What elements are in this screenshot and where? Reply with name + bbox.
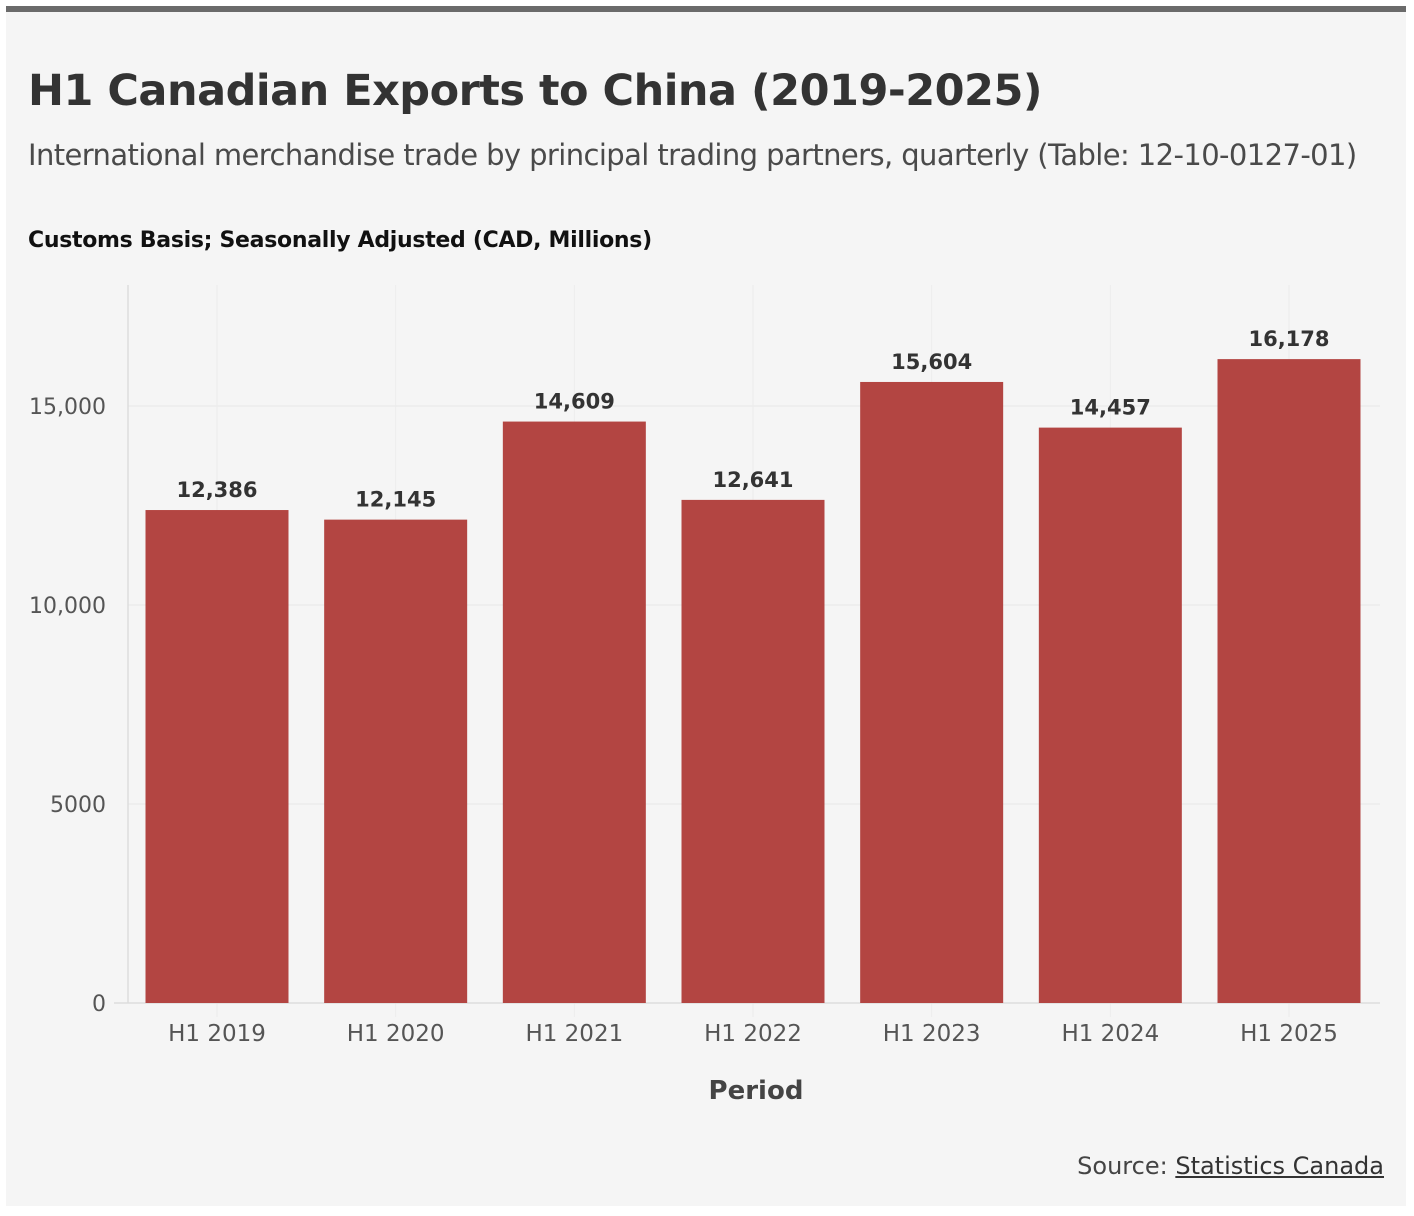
y-tick-label: 15,000 [29, 395, 106, 420]
bar-h1-2023 [860, 381, 1004, 1003]
data-label: 12,145 [355, 488, 436, 512]
x-tick-label: H1 2020 [347, 1021, 445, 1047]
x-tick-label: H1 2024 [1061, 1021, 1159, 1047]
x-tick-label: H1 2021 [525, 1021, 623, 1047]
y-tick-label: 0 [92, 992, 106, 1017]
source-prefix: Source: [1077, 1152, 1176, 1180]
unit-label: Customs Basis; Seasonally Adjusted (CAD,… [28, 228, 652, 253]
data-label: 12,641 [712, 468, 793, 492]
x-tick-label: H1 2019 [168, 1021, 266, 1047]
x-tick-label: H1 2023 [883, 1021, 981, 1047]
chart-title: H1 Canadian Exports to China (2019-2025) [28, 66, 1043, 116]
bars [145, 359, 1361, 1004]
x-tick-label: H1 2022 [704, 1021, 802, 1047]
y-tick-label: 5000 [50, 793, 106, 818]
bar-h1-2020 [324, 519, 468, 1003]
data-label: 14,457 [1070, 396, 1151, 420]
bar-h1-2024 [1038, 427, 1182, 1003]
tick-labels: 0 5000 10,000 15,000 H1 2019 H1 2020 H1 2021 H1… [29, 395, 1338, 1047]
data-labels: 12,386 12,145 14,609 12,641 15,604 14,457 16,1… [176, 327, 1329, 512]
data-label: 12,386 [176, 478, 257, 502]
chart-subtitle: International merchandise trade by princ… [28, 138, 1357, 172]
data-label: 14,609 [534, 390, 615, 414]
source-line: Source: Statistics Canada [1077, 1152, 1384, 1180]
x-tick-label: H1 2025 [1240, 1021, 1338, 1047]
data-label: 15,604 [891, 350, 972, 374]
data-label: 16,178 [1248, 327, 1329, 351]
bar-h1-2022 [681, 499, 825, 1003]
source-link[interactable]: Statistics Canada [1175, 1152, 1384, 1180]
x-axis-title: Period [709, 1076, 804, 1106]
bar-h1-2019 [145, 510, 289, 1003]
bar-h1-2021 [502, 421, 646, 1004]
y-tick-label: 10,000 [29, 594, 106, 619]
bar-h1-2025 [1217, 359, 1361, 1003]
